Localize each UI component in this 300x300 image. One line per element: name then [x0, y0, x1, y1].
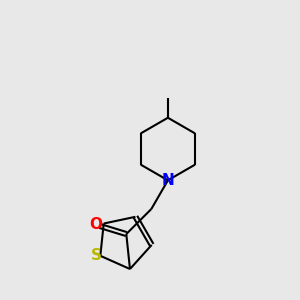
Text: O: O [89, 217, 102, 232]
Text: S: S [90, 248, 101, 263]
Text: N: N [161, 173, 174, 188]
